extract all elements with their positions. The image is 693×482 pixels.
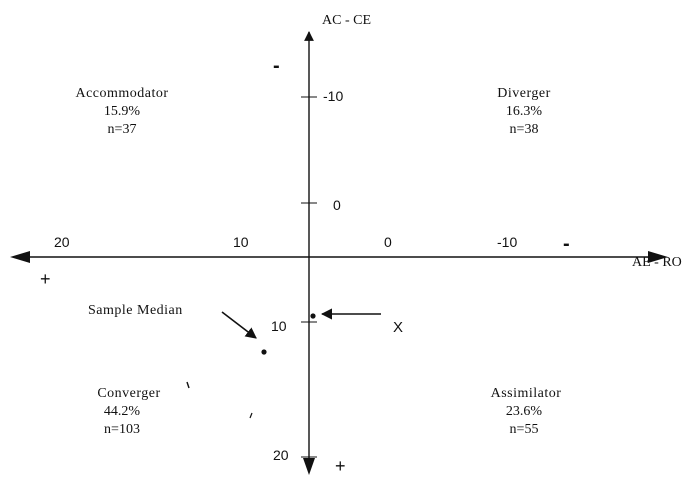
horizontal-axis-left-arrow	[10, 251, 30, 263]
assimilator-percent: 23.6%	[506, 404, 543, 419]
v-tick-label-20: 20	[273, 447, 289, 463]
accommodator-percent: 15.9%	[104, 104, 141, 119]
h-tick-label-20: 20	[54, 234, 70, 250]
converger-n: n=103	[104, 422, 140, 437]
scan-speck	[187, 382, 189, 388]
diverger-percent: 16.3%	[506, 104, 543, 119]
v-tick-label-0: 0	[333, 197, 341, 213]
v-tick-label-minus10: -10	[323, 88, 343, 104]
x-marker-point	[310, 313, 315, 318]
vertical-axis-bottom-arrow	[303, 458, 315, 475]
converger-name: Converger	[97, 386, 160, 401]
diverger-name: Diverger	[497, 86, 551, 101]
sample-median-point	[261, 349, 266, 354]
diverger-n: n=38	[510, 122, 539, 137]
assimilator-n: n=55	[510, 422, 539, 437]
x-marker-label: X	[393, 319, 403, 336]
v-tick-label-10: 10	[271, 318, 287, 334]
horizontal-axis-label: AE - RO	[632, 255, 682, 270]
accommodator-name: Accommodator	[75, 86, 168, 101]
vertical-axis-label: AC - CE	[322, 13, 371, 28]
assimilator-name: Assimilator	[491, 386, 562, 401]
scan-speck	[250, 413, 252, 418]
converger-percent: 44.2%	[104, 404, 141, 419]
right-sign: -	[563, 233, 570, 255]
h-tick-label-minus10: -10	[497, 234, 517, 250]
sample-median-label: Sample Median	[88, 303, 183, 318]
bottom-sign: +	[335, 456, 346, 476]
sample-median-arrow	[222, 312, 256, 338]
accommodator-n: n=37	[108, 122, 137, 137]
top-sign: -	[273, 55, 280, 77]
h-tick-label-10: 10	[233, 234, 249, 250]
left-sign: +	[40, 269, 51, 289]
h-tick-label-0: 0	[384, 234, 392, 250]
